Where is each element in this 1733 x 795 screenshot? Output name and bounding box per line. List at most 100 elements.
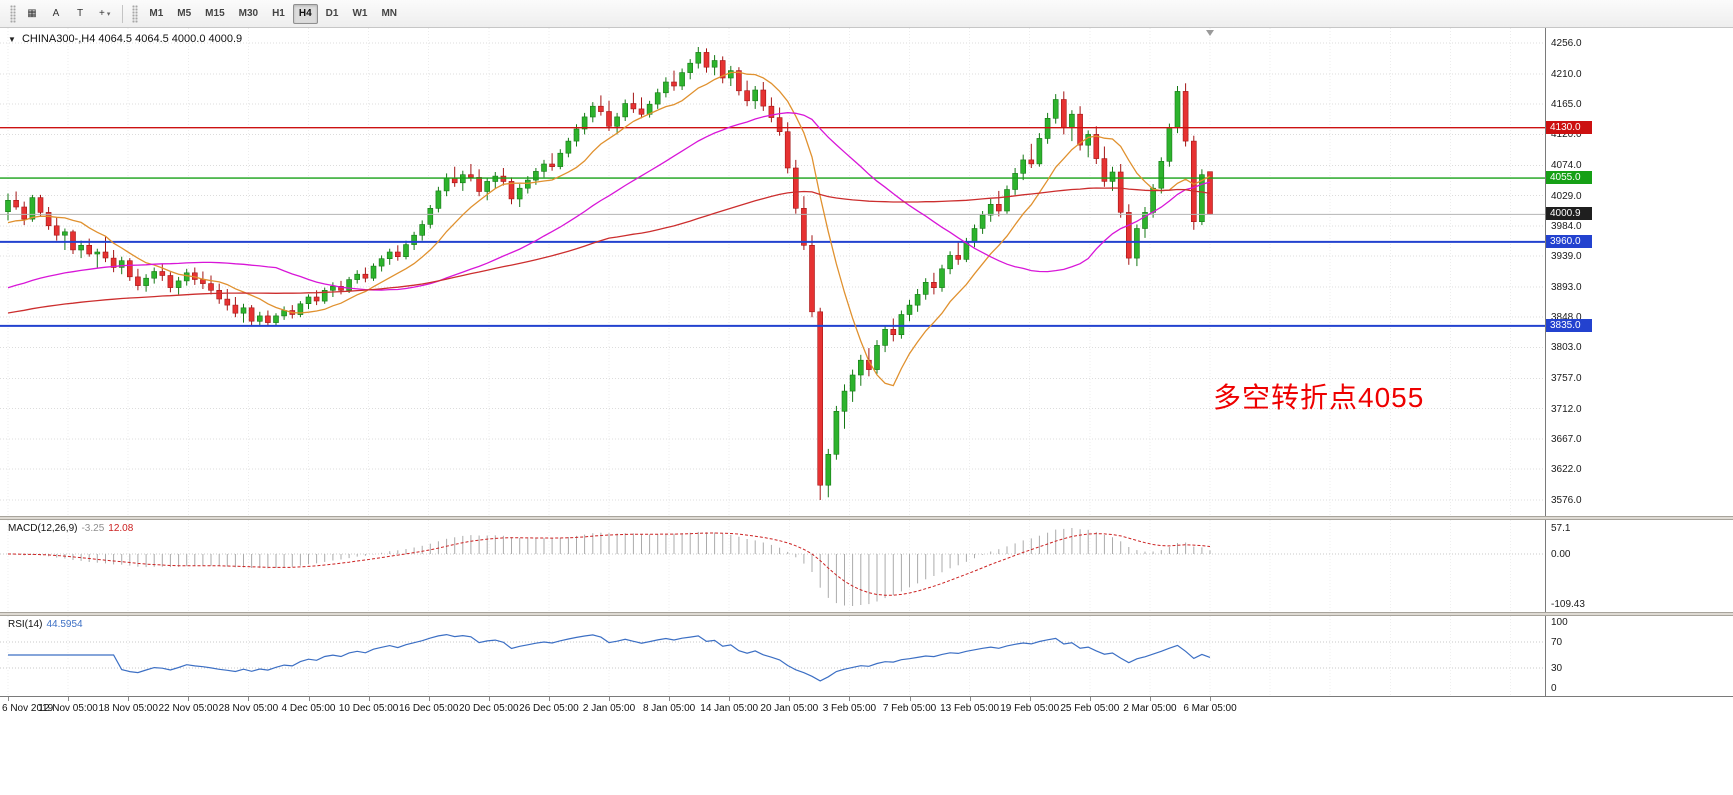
time-tick <box>1149 697 1151 701</box>
toolbar-grip[interactable] <box>10 4 16 23</box>
macd-chart[interactable] <box>0 520 1545 612</box>
timeframe-button-W1[interactable]: W1 <box>352 8 368 19</box>
chart-annotation-text: 多空转折点4055 <box>1213 382 1425 413</box>
price-tick-label: 3757.0 <box>1551 373 1582 385</box>
price-badge-4130.0: 4130.0 <box>1546 120 1592 134</box>
price-tick-label: 3667.0 <box>1551 433 1582 445</box>
time-tick <box>188 697 190 701</box>
symbol-name: CHINA300-,H4 <box>21 33 96 45</box>
time-label: 7 Feb 05:00 <box>882 703 937 714</box>
price-tick-label: 4120.0 <box>1551 129 1582 141</box>
toolbar-icon-group: ▦ A T + ▾ <box>20 4 117 24</box>
time-tick <box>428 697 430 701</box>
time-label: 16 Dec 05:00 <box>398 703 459 714</box>
time-tick <box>669 697 671 701</box>
time-tick <box>1089 697 1091 701</box>
price-tick-label: 4029.0 <box>1551 190 1582 202</box>
time-tick <box>1210 697 1211 701</box>
rsi-line <box>8 633 1211 682</box>
main-plot-area[interactable]: ▼ CHINA300-,H4 4064.5 4064.5 4000.0 4000… <box>0 28 1545 516</box>
macd-grid <box>0 520 1545 612</box>
time-tick <box>849 697 851 701</box>
rsi-grid <box>0 616 1545 696</box>
toolbar-button-templates[interactable]: ▦ <box>21 4 43 24</box>
time-label: 2 Jan 05:00 <box>582 703 636 714</box>
timeframe-button-H4[interactable]: H4 <box>292 3 318 24</box>
time-label: 20 Dec 05:00 <box>459 703 519 714</box>
time-axis[interactable]: 6 Nov 2019 12 Nov 05:00 18 Nov 05:00 22 Nov… <box>0 696 1733 716</box>
timeframe-button-M15[interactable]: M15 <box>205 8 225 19</box>
macd-name: MACD(12,26,9) <box>8 523 78 534</box>
price-tick-label: 3848.0 <box>1551 312 1582 324</box>
time-label: 14 Jan 05:00 <box>700 703 759 714</box>
horizontal-levels-layer[interactable] <box>0 126 1545 327</box>
dropdown-arrow-icon: ▾ <box>106 10 111 18</box>
toolbar-separator <box>122 4 124 23</box>
time-tick <box>368 697 370 701</box>
rsi-label: RSI(14) 44.5954 <box>8 619 83 630</box>
macd-plot-area[interactable]: MACD(12,26,9) -3.25 12.08 <box>0 520 1545 612</box>
macd-tick-label: 0.00 <box>1551 549 1571 560</box>
time-tick <box>8 697 9 701</box>
panel-separator[interactable] <box>0 516 1733 520</box>
toolbar-button-drawing-tools[interactable]: + ▾ <box>93 4 116 24</box>
time-label: 26 Dec 05:00 <box>519 703 579 714</box>
timeframe-button-M5[interactable]: M5 <box>177 8 192 19</box>
candlestick-chart[interactable] <box>0 28 1545 516</box>
timeframe-button-D1[interactable]: D1 <box>325 8 339 19</box>
time-tick <box>68 697 70 701</box>
price-tick-label: 3712.0 <box>1551 403 1582 415</box>
time-tick <box>548 697 550 701</box>
slow-ma-red-line <box>7 187 1211 314</box>
price-tick-label: 4165.0 <box>1551 99 1582 111</box>
time-tick <box>909 697 911 701</box>
price-tick-label: 4210.0 <box>1551 68 1582 80</box>
macd-panel: MACD(12,26,9) -3.25 12.08 57.1 0.00 -109.43 <box>0 520 1733 612</box>
price-badge-4000.9: 4000.9 <box>1546 207 1592 221</box>
panel-separator-2[interactable] <box>0 612 1733 616</box>
price-tick-label: 3939.0 <box>1551 251 1582 263</box>
toolbar-button-text-label[interactable]: T <box>69 4 91 24</box>
rsi-tick-label: 100 <box>1551 617 1568 628</box>
timeframe-toolbar-grip[interactable] <box>132 4 139 23</box>
timeframe-button-MN[interactable]: MN <box>381 8 398 19</box>
time-label: 6 Nov 2019 <box>2 703 54 714</box>
timeframe-button-M30[interactable]: M30 <box>238 8 259 19</box>
candles-layer <box>5 47 1213 500</box>
rsi-axis: 100 70 30 0 <box>1545 616 1733 696</box>
toolbar: ▦ A T + ▾ M1 M5 M15 M30 H1 H4 D1 W1 MN <box>0 0 1733 28</box>
time-label: 2 Mar 05:00 <box>1123 703 1177 714</box>
price-badge-4055.0: 4055.0 <box>1546 171 1592 185</box>
rsi-chart[interactable] <box>0 616 1545 696</box>
time-tick <box>308 697 310 701</box>
time-label: 12 Nov 05:00 <box>38 703 98 714</box>
rsi-panel: RSI(14) 44.5954 100 70 30 0 <box>0 616 1733 696</box>
timeframe-button-group: M1 M5 M15 M30 H1 H4 D1 W1 MN <box>142 3 404 24</box>
rsi-tick-label: 70 <box>1551 636 1563 648</box>
rsi-value: 44.5954 <box>46 619 83 630</box>
macd-value-signal: 12.08 <box>108 523 134 534</box>
time-label: 18 Nov 05:00 <box>98 703 158 714</box>
fast-ma-orange-line <box>7 71 1211 387</box>
time-tick <box>248 697 250 701</box>
toolbar-button-annotate-a[interactable]: A <box>45 4 67 24</box>
price-tick-label: 3984.0 <box>1551 220 1582 232</box>
timeframe-button-M1[interactable]: M1 <box>149 8 164 19</box>
macd-axis: 57.1 0.00 -109.43 <box>1545 520 1733 612</box>
time-label: 10 Dec 05:00 <box>338 703 399 714</box>
macd-signal-line <box>7 532 1211 596</box>
time-label: 28 Nov 05:00 <box>218 703 279 714</box>
time-tick <box>488 697 490 701</box>
rsi-tick-label: 0 <box>1551 683 1557 694</box>
collapse-triangle-icon[interactable]: ▼ <box>8 35 16 44</box>
macd-histogram <box>15 528 1211 606</box>
chart-shift-marker-icon[interactable] <box>1206 30 1214 36</box>
rsi-plot-area[interactable]: RSI(14) 44.5954 <box>0 616 1545 696</box>
timeframe-button-H1[interactable]: H1 <box>272 8 285 19</box>
time-label: 22 Nov 05:00 <box>158 703 219 714</box>
price-badge-3835.0: 3835.0 <box>1546 318 1592 332</box>
time-label: 25 Feb 05:00 <box>1060 703 1120 714</box>
time-label: 8 Jan 05:00 <box>642 703 696 714</box>
templates-icon: ▦ <box>27 8 37 19</box>
